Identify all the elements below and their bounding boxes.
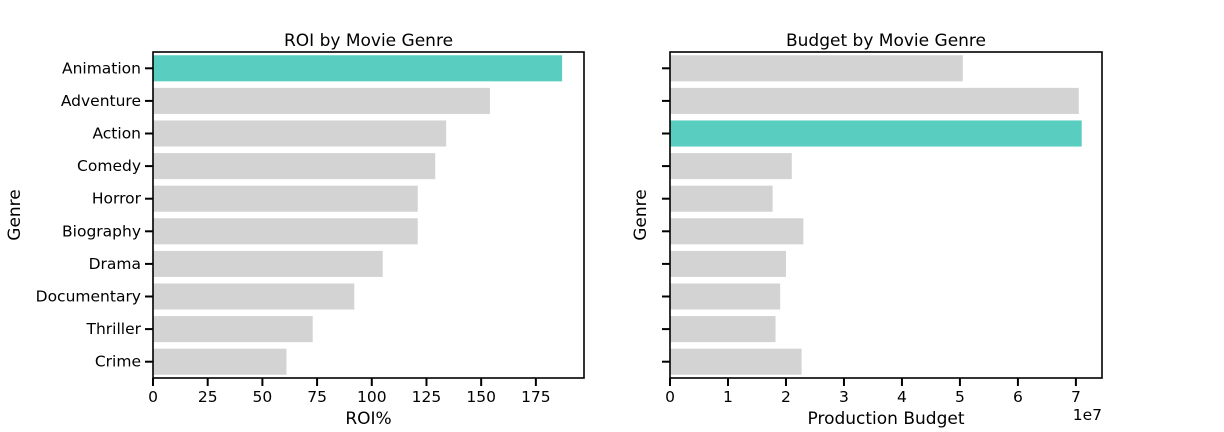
chart1-axes-frame xyxy=(152,51,585,379)
chart2-axes-frame xyxy=(669,51,1103,379)
chart1-bar-biography xyxy=(153,218,418,245)
chart2-ylabel: Genre xyxy=(631,189,651,240)
chart1-title: ROI by Movie Genre xyxy=(284,31,453,51)
chart1-ytick-label: Action xyxy=(92,125,141,143)
chart2-xtick-label: 1 xyxy=(723,388,733,406)
chart1-ytick-label: Biography xyxy=(62,222,141,240)
chart2-xtick-label: 7 xyxy=(1071,388,1081,406)
chart1-bar-drama xyxy=(153,250,383,277)
chart1-ylabel: Genre xyxy=(5,189,25,240)
chart1-bar-comedy xyxy=(153,153,436,180)
chart2-xtick-label: 4 xyxy=(897,388,907,406)
chart2-bar-animation xyxy=(670,55,963,82)
chart2-x-offset-label: 1e7 xyxy=(1073,406,1102,424)
chart2-xtick-label: 5 xyxy=(955,388,965,406)
chart1-xtick-label: 75 xyxy=(307,388,327,406)
chart1-ytick-label: Drama xyxy=(89,255,141,273)
chart1-xlabel: ROI% xyxy=(345,409,391,429)
chart1-xtick-label: 125 xyxy=(412,388,442,406)
chart2-xtick-label: 2 xyxy=(781,388,791,406)
chart1-bar-documentary xyxy=(153,283,355,310)
chart1-bar-thriller xyxy=(153,316,313,343)
chart2-bar-crime xyxy=(670,348,802,375)
chart2-bar-thriller xyxy=(670,316,776,343)
chart2-bar-drama xyxy=(670,250,786,277)
chart1-bar-crime xyxy=(153,348,287,375)
chart2-bar-biography xyxy=(670,218,804,245)
chart1-ytick-label: Horror xyxy=(92,190,142,208)
chart2-xtick-label: 0 xyxy=(665,388,675,406)
chart1-ytick-label: Thriller xyxy=(86,320,142,338)
chart1-bar-animation xyxy=(153,55,563,82)
chart1-ytick-label: Adventure xyxy=(61,92,141,110)
chart1-bar-action xyxy=(153,120,447,147)
chart2-xtick-label: 6 xyxy=(1013,388,1023,406)
chart1-xtick-label: 150 xyxy=(466,388,496,406)
chart2-xlabel: Production Budget xyxy=(808,409,965,429)
chart1-ytick-label: Animation xyxy=(62,59,141,77)
chart2-xtick-label: 3 xyxy=(839,388,849,406)
chart2-title: Budget by Movie Genre xyxy=(786,31,986,51)
chart2-bar-comedy xyxy=(670,153,792,180)
chart1-xtick-label: 175 xyxy=(521,388,551,406)
chart2-bar-adventure xyxy=(670,87,1079,114)
chart1-xtick-label: 100 xyxy=(357,388,387,406)
chart1-ytick-label: Comedy xyxy=(77,157,141,175)
chart1-ytick-label: Documentary xyxy=(36,288,141,306)
chart1-xtick-label: 25 xyxy=(198,388,218,406)
chart1-ytick-label: Crime xyxy=(95,353,141,371)
chart1-bar-horror xyxy=(153,185,418,212)
chart2-bar-action xyxy=(670,120,1082,147)
chart1-xtick-label: 0 xyxy=(148,388,158,406)
chart1-bar-adventure xyxy=(153,87,490,114)
chart2-bar-documentary xyxy=(670,283,781,310)
chart1-xtick-label: 50 xyxy=(253,388,273,406)
chart2-bar-horror xyxy=(670,185,773,212)
